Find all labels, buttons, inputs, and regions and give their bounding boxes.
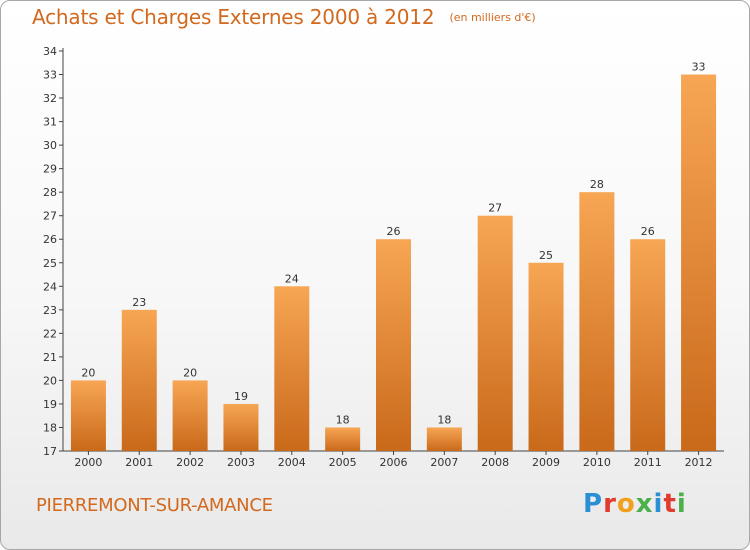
title-row: Achats et Charges Externes 2000 à 2012 (… xyxy=(32,5,536,29)
bar xyxy=(172,380,208,451)
y-tick-label: 32 xyxy=(43,92,57,105)
y-tick-label: 24 xyxy=(43,280,57,293)
x-tick-label: 2000 xyxy=(74,456,102,469)
bar-value-label: 26 xyxy=(387,225,401,238)
x-tick-label: 2003 xyxy=(227,456,255,469)
bar xyxy=(274,286,310,451)
logo-letter: t xyxy=(663,489,677,519)
bar xyxy=(70,380,106,451)
x-tick-label: 2007 xyxy=(430,456,458,469)
x-tick-label: 2012 xyxy=(685,456,713,469)
bar-value-label: 20 xyxy=(81,366,95,379)
y-tick-label: 25 xyxy=(43,257,57,270)
bar-value-label: 25 xyxy=(539,249,553,262)
bars xyxy=(70,74,717,452)
x-tick-label: 2008 xyxy=(481,456,509,469)
bar-value-label: 18 xyxy=(437,413,451,426)
value-labels: 20 23 20 19 24 18 26 18 27 25 28 26 33 xyxy=(81,61,705,427)
y-tick-label: 19 xyxy=(43,398,57,411)
bar-value-label: 19 xyxy=(234,390,248,403)
y-tick-label: 22 xyxy=(43,327,57,340)
bar-value-label: 24 xyxy=(285,272,299,285)
x-tick-label: 2011 xyxy=(634,456,662,469)
logo-letter: x xyxy=(635,489,654,519)
bar xyxy=(477,215,513,451)
bar-value-label: 26 xyxy=(641,225,655,238)
logo-letter: P xyxy=(583,489,604,519)
bar-value-label: 23 xyxy=(132,296,146,309)
y-tick-label: 29 xyxy=(43,163,57,176)
y-tick-label: 18 xyxy=(43,421,57,434)
x-tick-label: 2006 xyxy=(380,456,408,469)
bar xyxy=(223,403,259,451)
y-tick-label: 30 xyxy=(43,139,57,152)
y-tick-label: 20 xyxy=(43,374,57,387)
bar-value-label: 33 xyxy=(692,61,706,74)
y-tick-label: 27 xyxy=(43,210,57,223)
chart-title: Achats et Charges Externes 2000 à 2012 xyxy=(32,5,435,29)
y-tick-label: 26 xyxy=(43,233,57,246)
x-tick-label: 2004 xyxy=(278,456,306,469)
y-tick-label: 17 xyxy=(43,445,57,458)
bar xyxy=(528,262,564,451)
x-axis: 2000 2001 2002 2003 2004 2005 2006 2007 2008 2009… xyxy=(63,450,724,469)
logo-letter: o xyxy=(616,489,636,519)
logo-letter: i xyxy=(653,489,664,519)
bar-value-label: 18 xyxy=(336,413,350,426)
y-tick-label: 28 xyxy=(43,186,57,199)
y-tick-label: 34 xyxy=(43,45,57,58)
bar xyxy=(376,239,411,451)
y-tick-label: 33 xyxy=(43,69,57,82)
bar-value-label: 20 xyxy=(183,366,197,379)
bar xyxy=(121,309,157,451)
x-tick-label: 2010 xyxy=(583,456,611,469)
x-tick-label: 2005 xyxy=(329,456,357,469)
bar xyxy=(426,427,462,451)
logo-letter: i xyxy=(676,489,687,519)
x-tick-label: 2001 xyxy=(125,456,153,469)
bar-value-label: 28 xyxy=(590,178,604,191)
bar xyxy=(681,74,717,451)
commune-name: PIERREMONT-SUR-AMANCE xyxy=(36,495,273,516)
x-tick-label: 2009 xyxy=(532,456,560,469)
bar xyxy=(325,427,361,451)
x-tick-label: 2002 xyxy=(176,456,204,469)
logo-letter: r xyxy=(603,489,617,519)
y-tick-label: 23 xyxy=(43,304,57,317)
chart-unit: (en milliers d'€) xyxy=(449,11,536,24)
y-axis: 17 18 19 20 21 22 23 24 25 26 27 28 29 30 31 32 33 34 xyxy=(43,45,64,458)
y-tick-label: 21 xyxy=(43,351,57,364)
proxiti-logo: Proxiti xyxy=(583,489,687,519)
bar xyxy=(630,239,666,451)
y-tick-label: 31 xyxy=(43,116,57,129)
bar-value-label: 27 xyxy=(488,202,502,215)
bar xyxy=(579,192,615,452)
